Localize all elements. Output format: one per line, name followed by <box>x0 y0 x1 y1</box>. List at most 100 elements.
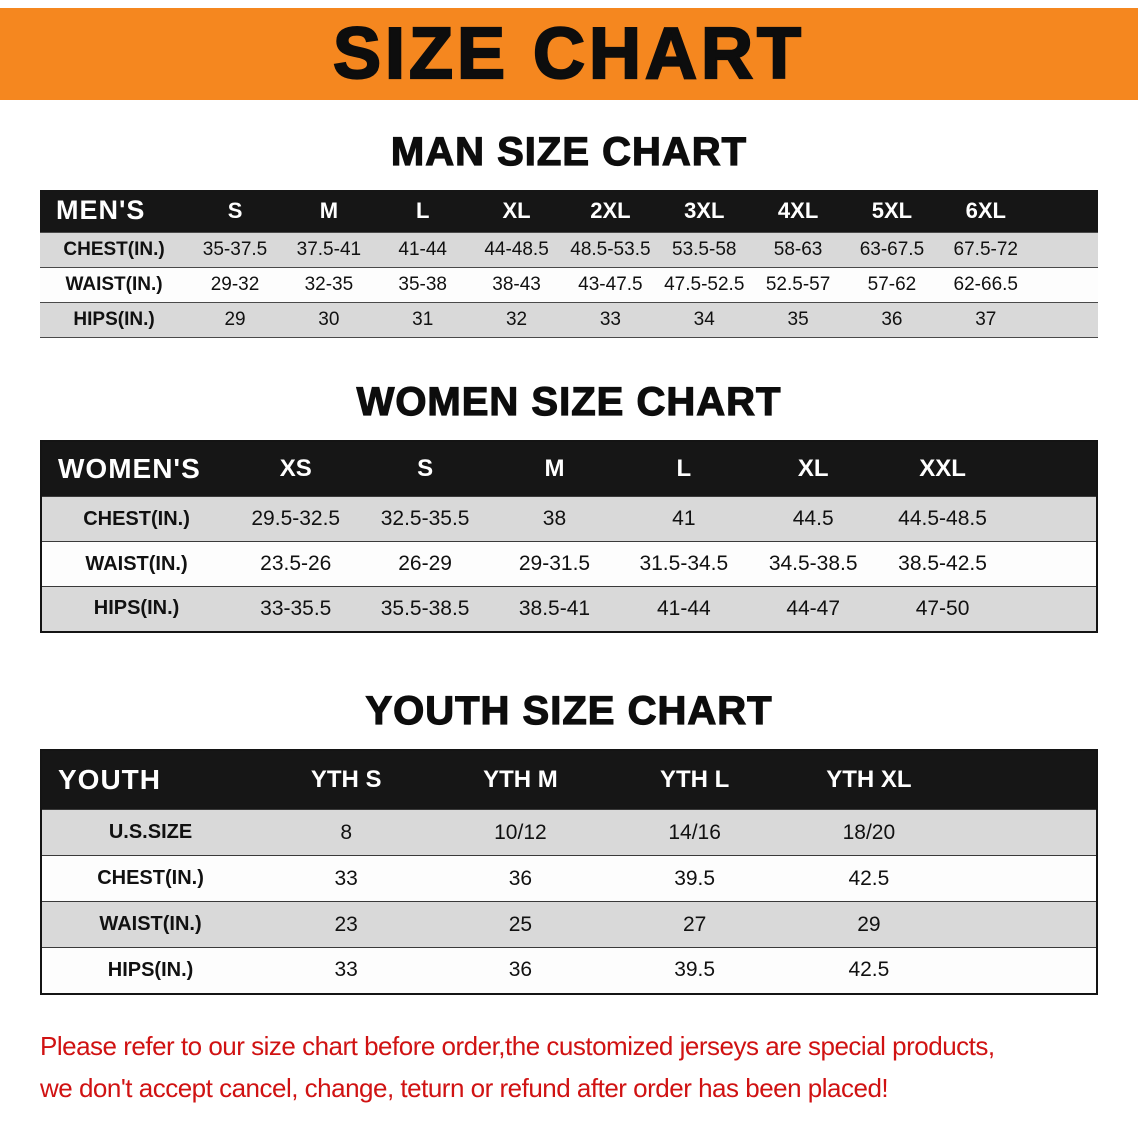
row-spacer-cell <box>1007 497 1097 542</box>
disclaimer-line-1: Please refer to our size chart before or… <box>40 1030 995 1061</box>
size-column-header: 3XL <box>657 190 752 232</box>
men-size-section: MAN SIZE CHART MEN'S S M L XL 2XL 3XL 4XL 5XL 6XL… <box>0 129 1138 338</box>
men-section-heading: MAN SIZE CHART <box>390 129 748 174</box>
size-column-header: XS <box>231 440 361 497</box>
row-label: HIPS(IN.) <box>73 308 155 330</box>
value-cell: 35-38 <box>398 273 448 295</box>
table-header-row: MEN'S S M L XL 2XL 3XL 4XL 5XL 6XL <box>40 190 1098 232</box>
value-cell: 25 <box>508 912 533 936</box>
size-column-header: YTH M <box>433 749 608 810</box>
value-cell: 33-35.5 <box>260 596 332 620</box>
value-cell: 29-31.5 <box>518 552 591 575</box>
value-cell: 39.5 <box>674 866 716 890</box>
value-cell: 33 <box>599 308 621 330</box>
value-cell: 32 <box>505 308 528 330</box>
value-cell: 42.5 <box>848 958 890 982</box>
women-size-section: WOMEN SIZE CHART WOMEN'S XS S M L XL XXL CHEST(… <box>0 379 1138 633</box>
table-row: HIPS(IN.) 33-35.5 35.5-38.5 38.5-41 41-44 44-… <box>41 586 1097 632</box>
header-spacer-cell <box>1007 440 1097 497</box>
table-corner-label: WOMEN'S <box>41 440 232 497</box>
youth-size-section: YOUTH SIZE CHART YOUTH YTH S YTH M YTH L YTH… <box>0 688 1138 995</box>
row-label: HIPS(IN.) <box>93 597 180 620</box>
value-cell: 41-44 <box>656 596 711 620</box>
value-cell: 34.5-38.5 <box>768 552 858 575</box>
header-spacer-cell <box>956 749 1097 810</box>
size-column-header: S <box>188 190 282 232</box>
row-spacer-cell <box>956 948 1097 994</box>
value-cell: 23 <box>334 912 358 936</box>
value-cell: 23.5-26 <box>260 552 332 575</box>
value-cell: 35.5-38.5 <box>380 596 470 620</box>
table-row: CHEST(IN.) 29.5-32.5 32.5-35.5 38 41 44.5 44.5… <box>41 496 1097 542</box>
value-cell: 10/12 <box>494 820 547 844</box>
size-column-header: L <box>375 190 470 232</box>
value-cell: 30 <box>318 308 340 330</box>
row-spacer-cell <box>1033 232 1098 267</box>
size-column-header: 4XL <box>751 190 846 232</box>
value-cell: 62-66.5 <box>953 273 1018 295</box>
youth-size-table: YOUTH YTH S YTH M YTH L YTH XL U.S.SIZE 8 10/12… <box>40 748 1098 995</box>
value-cell: 35 <box>787 308 809 330</box>
disclaimer-line-2: we don't accept cancel, change, teturn o… <box>40 1072 889 1103</box>
row-spacer-cell <box>956 856 1097 902</box>
value-cell: 52.5-57 <box>765 273 831 295</box>
size-column-header: 2XL <box>563 190 658 232</box>
value-cell: 29-32 <box>210 273 260 295</box>
value-cell: 34 <box>693 308 715 330</box>
table-row: CHEST(IN.) 33 36 39.5 42.5 <box>41 855 1097 902</box>
table-corner-label: YOUTH <box>41 749 260 810</box>
value-cell: 31.5-34.5 <box>639 552 729 575</box>
row-spacer-cell <box>956 902 1097 948</box>
size-column-header: YTH XL <box>781 749 956 810</box>
value-cell: 36 <box>508 958 533 982</box>
value-cell: 58-63 <box>773 238 823 260</box>
page-title: SIZE CHART <box>332 14 805 94</box>
table-row: WAIST(IN.) 23.5-26 26-29 29-31.5 31.5-34.5 34… <box>41 541 1097 587</box>
row-label: CHEST(IN.) <box>97 867 204 889</box>
size-column-header: YTH L <box>607 749 782 810</box>
value-cell: 18/20 <box>842 820 896 844</box>
size-column-header: YTH S <box>259 749 434 810</box>
table-header-row: YOUTH YTH S YTH M YTH L YTH XL <box>41 749 1097 810</box>
table-row: HIPS(IN.) 29 30 31 32 33 34 35 36 37 <box>40 302 1098 337</box>
value-cell: 36 <box>508 866 533 890</box>
table-row: WAIST(IN.) 23 25 27 29 <box>41 901 1097 948</box>
size-column-header: 6XL <box>938 190 1033 232</box>
value-cell: 43-47.5 <box>578 273 643 295</box>
value-cell: 67.5-72 <box>953 238 1018 260</box>
row-label: CHEST(IN.) <box>63 238 165 260</box>
value-cell: 44.5 <box>792 507 834 530</box>
size-chart-content: MAN SIZE CHART MEN'S S M L XL 2XL 3XL 4XL 5XL 6XL… <box>0 129 1138 1105</box>
row-spacer-cell <box>1033 302 1098 337</box>
value-cell: 57-62 <box>867 273 917 295</box>
size-column-header: XL <box>469 190 564 232</box>
size-chart-page: SIZE CHART MAN SIZE CHART MEN'S S M L XL 2XL 3… <box>0 8 1138 1105</box>
size-column-header: M <box>281 190 376 232</box>
value-cell: 39.5 <box>674 958 716 982</box>
value-cell: 33 <box>334 866 358 890</box>
value-cell: 38-43 <box>492 273 541 295</box>
value-cell: 32.5-35.5 <box>380 507 470 530</box>
value-cell: 53.5-58 <box>672 238 737 260</box>
value-cell: 8 <box>340 820 353 844</box>
value-cell: 37.5-41 <box>296 238 362 260</box>
men-size-table: MEN'S S M L XL 2XL 3XL 4XL 5XL 6XL CHEST(IN.) 35-37… <box>40 190 1098 338</box>
value-cell: 63-67.5 <box>859 238 925 260</box>
value-cell: 35-37.5 <box>202 238 268 260</box>
value-cell: 41-44 <box>398 238 448 260</box>
value-cell: 44-47 <box>786 596 841 620</box>
disclaimer: Please refer to our size chart before or… <box>40 1029 1138 1105</box>
women-size-table: WOMEN'S XS S M L XL XXL CHEST(IN.) 29.5-32.5 32.5… <box>40 439 1098 633</box>
value-cell: 31 <box>412 308 434 330</box>
size-column-header: L <box>619 440 749 497</box>
table-row: U.S.SIZE 8 10/12 14/16 18/20 <box>41 809 1097 856</box>
value-cell: 44-48.5 <box>484 238 549 260</box>
value-cell: 37 <box>975 308 997 330</box>
value-cell: 36 <box>881 308 903 330</box>
value-cell: 38.5-41 <box>518 596 591 620</box>
value-cell: 27 <box>682 912 707 936</box>
size-column-header: XXL <box>877 440 1008 497</box>
value-cell: 47-50 <box>915 596 970 620</box>
table-header-row: WOMEN'S XS S M L XL XXL <box>41 440 1097 497</box>
row-label: WAIST(IN.) <box>85 552 188 575</box>
